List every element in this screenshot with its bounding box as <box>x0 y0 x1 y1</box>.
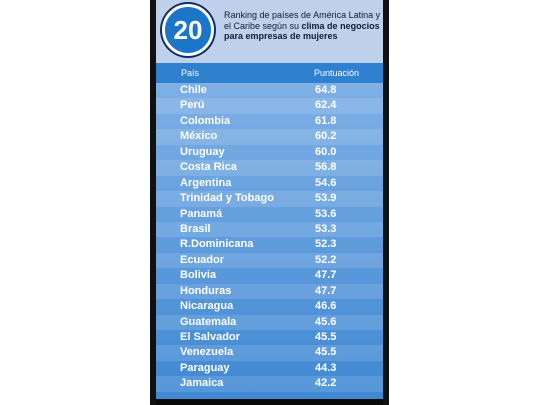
country-cell: Chile <box>180 84 207 96</box>
country-cell: Guatemala <box>180 315 237 328</box>
column-header-row: País Puntuación <box>150 63 389 83</box>
table-row: Bolivia 47.7 <box>150 268 389 283</box>
header-panel: 20 Ranking de países de América Latina y… <box>150 0 389 63</box>
title-bold: clima de negocios para empresas de mujer… <box>224 20 380 42</box>
ranking-card: 20 Ranking de países de América Latina y… <box>150 0 389 405</box>
table-row: Jamaica 42.2 <box>150 376 389 392</box>
country-cell: México <box>180 130 218 143</box>
score-cell: 45.6 <box>315 315 337 328</box>
table-row: Chile 64.8 <box>150 83 389 98</box>
frame-bottom-border <box>156 399 383 405</box>
country-cell: Colombia <box>180 114 231 127</box>
country-cell: R.Dominicana <box>180 238 254 251</box>
country-cell: Jamaica <box>180 377 224 390</box>
table-row: Colombia 61.8 <box>150 114 389 129</box>
score-cell: 56.8 <box>315 161 337 174</box>
table-row: Trinidad y Tobago 53.9 <box>150 191 389 207</box>
frame-right-border <box>383 0 389 405</box>
country-cell: Honduras <box>180 284 232 297</box>
country-cell: Costa Rica <box>180 161 237 174</box>
score-cell: 61.8 <box>315 114 337 127</box>
table-row: México 60.2 <box>150 129 389 145</box>
score-cell: 64.8 <box>315 84 337 96</box>
score-cell: 46.6 <box>315 300 337 313</box>
table-row: Costa Rica 56.8 <box>150 160 389 176</box>
country-cell: Perú <box>180 99 205 112</box>
table-row: Nicaragua 46.6 <box>150 299 389 314</box>
score-cell: 62.4 <box>315 99 337 112</box>
table-body: Chile 64.8 Perú 62.4 Colombia 61.8 México 60.2 U… <box>150 83 389 399</box>
table-row: Paraguay 44.3 <box>150 361 389 376</box>
score-cell: 52.2 <box>315 253 337 266</box>
score-cell: 60.2 <box>315 130 337 143</box>
country-cell: Nicaragua <box>180 300 234 313</box>
score-cell: 45.5 <box>315 331 337 343</box>
score-cell: 53.9 <box>315 192 337 205</box>
score-cell: 54.6 <box>315 176 337 189</box>
score-cell: 60.0 <box>315 145 337 158</box>
score-cell: 52.3 <box>315 238 337 251</box>
table-row: Panamá 53.6 <box>150 207 389 222</box>
score-cell: 53.3 <box>315 222 337 235</box>
country-cell: Panamá <box>180 207 223 220</box>
table-row: R.Dominicana 52.3 <box>150 237 389 252</box>
score-cell: 47.7 <box>315 284 337 297</box>
score-cell: 53.6 <box>315 207 337 220</box>
country-cell: Bolivia <box>180 269 217 282</box>
table-row: El Salvador 45.5 <box>150 330 389 345</box>
score-cell: 45.5 <box>315 346 337 359</box>
table-row: Brasil 53.3 <box>150 221 389 238</box>
table-row: Guatemala 45.6 <box>150 314 389 330</box>
column-header-score: Puntuación <box>314 68 360 78</box>
title-normal: Ranking de países de América Latina y el… <box>224 10 381 31</box>
score-cell: 44.3 <box>315 361 337 374</box>
country-cell: Uruguay <box>180 145 225 158</box>
table-row: Argentina 54.6 <box>150 176 389 191</box>
country-cell: Brasil <box>180 222 211 235</box>
table-row: Honduras 47.7 <box>150 283 389 300</box>
table-row: Venezuela 45.5 <box>150 345 389 361</box>
score-cell: 42.2 <box>315 377 337 390</box>
chart-title: Ranking de países de América Latina y el… <box>224 10 384 42</box>
country-cell: Trinidad y Tobago <box>180 192 274 205</box>
table-row: Perú 62.4 <box>150 98 389 114</box>
country-cell: Paraguay <box>180 361 230 374</box>
table-row: Uruguay 60.0 <box>150 145 389 160</box>
country-cell: Ecuador <box>180 253 225 266</box>
frame-left-border <box>150 0 156 405</box>
score-cell: 47.7 <box>315 269 337 282</box>
rank-badge: 20 <box>162 4 214 56</box>
country-cell: Venezuela <box>180 346 234 359</box>
country-cell: Argentina <box>180 176 232 189</box>
table-row: Ecuador 52.2 <box>150 252 389 269</box>
column-header-country: País <box>181 68 200 78</box>
country-cell: El Salvador <box>180 331 240 343</box>
